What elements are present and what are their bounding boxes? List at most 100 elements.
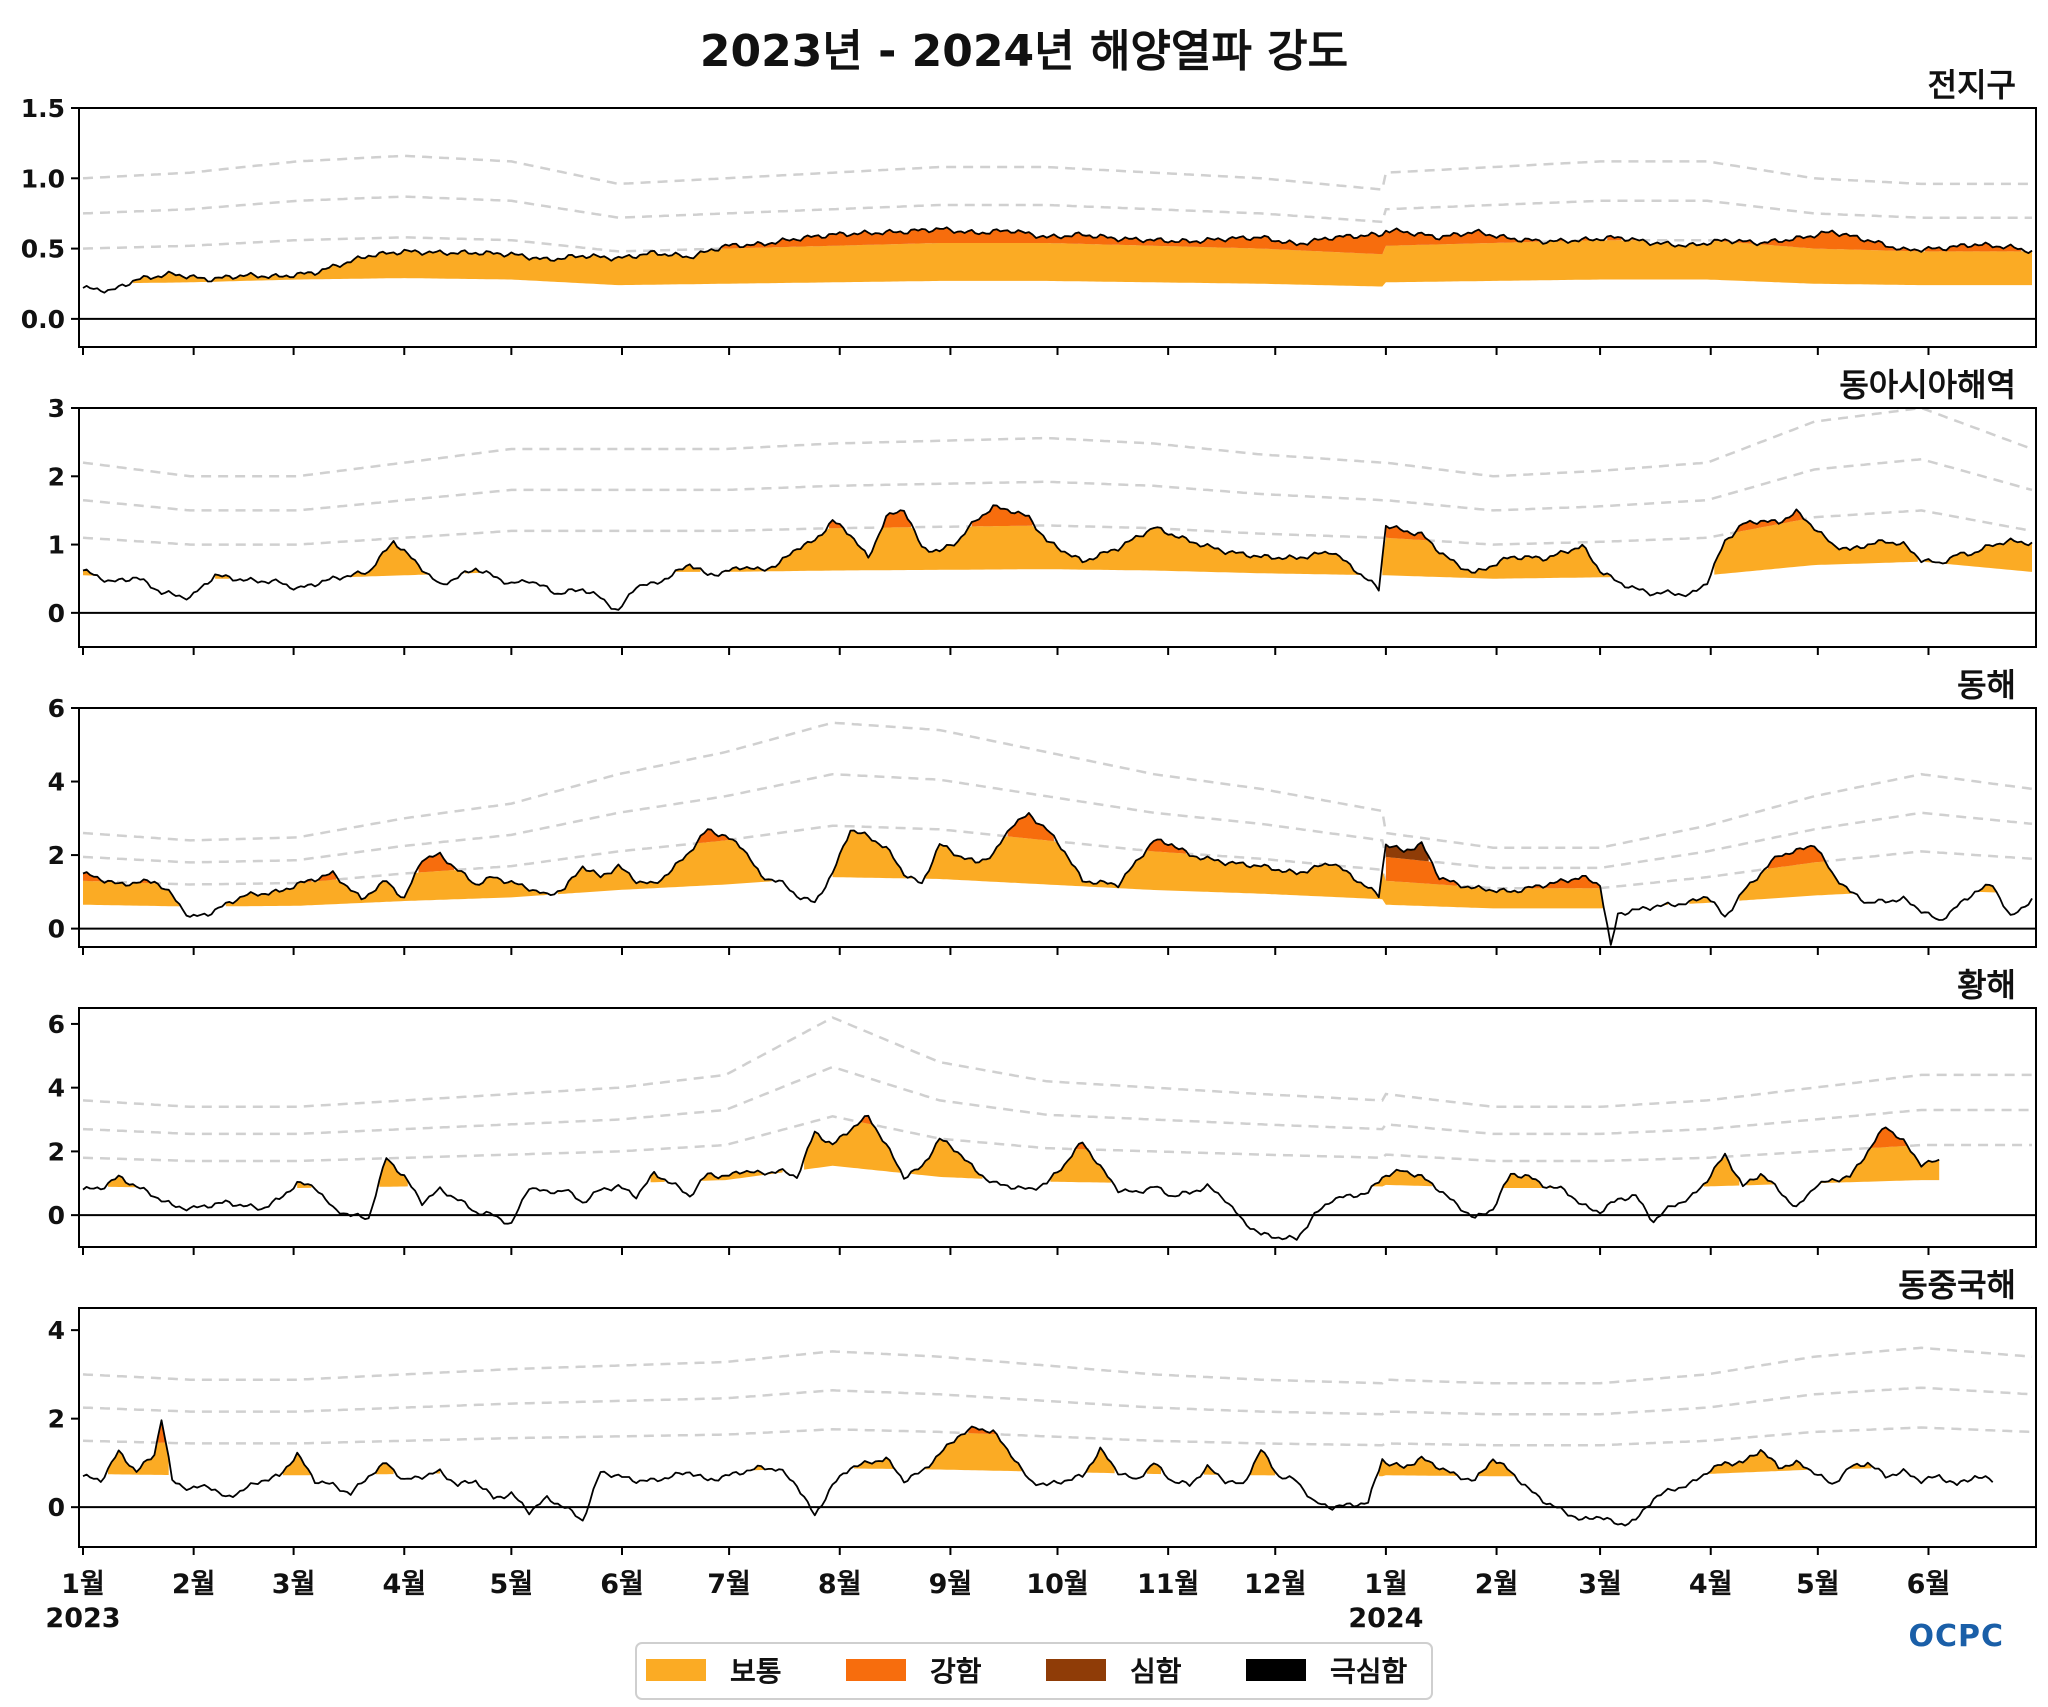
- band-moderate: [1050, 1149, 1111, 1183]
- legend-label: 보통: [730, 1655, 782, 1688]
- band-moderate: [925, 1433, 1022, 1472]
- threshold-x3-line: [82, 772, 2033, 870]
- band-strong: [722, 227, 1540, 255]
- ocpc-logo: OCPC: [1908, 1619, 2004, 1654]
- chart-legend: 보통 강함 심함 극심함: [635, 1642, 1433, 1700]
- threshold-x3-line: [82, 457, 2033, 512]
- band-strong: [1735, 509, 1804, 533]
- x-tick-label: 6월: [1907, 1569, 1951, 1600]
- x-tick-label: 1월: [1364, 1569, 1408, 1600]
- band-moderate: [1850, 1462, 1872, 1469]
- band-strong: [158, 1420, 166, 1443]
- threshold-x3-line: [82, 195, 2032, 224]
- band-strong: [318, 871, 337, 882]
- legend-swatch: [1246, 1659, 1306, 1681]
- panel-frame: [78, 1007, 2037, 1248]
- band-strong: [1760, 230, 1918, 252]
- threshold-x2-line: [82, 1115, 2032, 1163]
- y-tick-label: 2: [48, 1137, 65, 1166]
- threshold-x3-line: [82, 1065, 2032, 1136]
- band-strong: [1924, 242, 2022, 252]
- intensity-line: [82, 504, 2033, 611]
- band-moderate: [133, 240, 2032, 287]
- band-strong: [882, 510, 912, 528]
- intensity-line: [82, 812, 2033, 946]
- legend-swatch: [1046, 1659, 1106, 1681]
- band-moderate: [108, 1175, 137, 1188]
- band-moderate: [832, 830, 915, 879]
- band-moderate: [1382, 537, 1611, 579]
- legend-swatch: [646, 1659, 706, 1681]
- panel-4: 0 2 4 6 황해: [48, 966, 2037, 1255]
- x-tick-label: 5월: [1796, 1569, 1840, 1600]
- panel-frame: [78, 707, 2037, 948]
- y-tick-label: 0.5: [21, 235, 65, 264]
- y-tick-label: 0: [48, 599, 65, 628]
- band-strong: [1007, 812, 1054, 842]
- panel-title: 동해: [1957, 666, 2016, 704]
- band-moderate: [700, 1169, 783, 1181]
- band-strong: [1385, 856, 1458, 886]
- band-moderate: [225, 870, 548, 907]
- threshold-x4-line: [82, 406, 2033, 478]
- band-moderate: [925, 836, 1604, 909]
- chart-panels: 0.0 0.5 1.0 1.5 전지구 0 1 2 3 동아시아해역 0 2 4 6 동해 0 2 4 6 황해 0 2 4…: [21, 66, 2037, 1555]
- panel-title: 전지구: [1928, 66, 2016, 104]
- band-moderate: [464, 568, 480, 574]
- band-strong: [418, 852, 455, 873]
- y-tick-label: 0: [48, 915, 65, 944]
- band-moderate: [1707, 1449, 1808, 1474]
- threshold-x4-line: [82, 1346, 2033, 1385]
- y-tick-label: 2: [48, 462, 65, 491]
- y-tick-label: 0: [48, 1493, 65, 1522]
- panel-1: 0.0 0.5 1.0 1.5 전지구: [21, 66, 2037, 355]
- band-moderate: [1478, 1459, 1515, 1477]
- band-moderate: [347, 540, 430, 578]
- band-strong: [1767, 845, 1825, 869]
- y-tick-label: 0: [48, 1201, 65, 1230]
- y-tick-label: 6: [48, 1010, 65, 1039]
- x-tick-label: 5월: [490, 1569, 534, 1600]
- legend-label: 극심함: [1330, 1655, 1408, 1688]
- threshold-x4-line: [82, 154, 2032, 191]
- band-strong: [1525, 875, 1601, 889]
- band-moderate: [557, 839, 772, 895]
- band-moderate: [1714, 519, 1918, 575]
- y-tick-label: 1: [48, 531, 65, 560]
- panel-frame: [78, 107, 2037, 348]
- panel-frame: [78, 1307, 2037, 1548]
- y-tick-label: 4: [48, 1316, 65, 1345]
- band-strong: [1582, 237, 1590, 241]
- band-moderate: [1703, 1156, 1740, 1187]
- panel-5: 0 2 4 동중국해: [48, 1266, 2037, 1555]
- band-moderate: [1503, 1173, 1561, 1188]
- panel-2: 0 1 2 3 동아시아해역: [48, 366, 2037, 655]
- x-tick-label: 11월: [1137, 1569, 1199, 1600]
- panel-title: 동아시아해역: [1839, 366, 2016, 404]
- band-moderate: [1739, 861, 1854, 901]
- x-tick-label: 1월: [61, 1569, 105, 1600]
- threshold-x2-line: [82, 509, 2033, 546]
- band-moderate: [725, 525, 1361, 575]
- band-moderate: [83, 880, 180, 907]
- band-moderate: [1250, 1450, 1276, 1476]
- threshold-x4-line: [82, 1016, 2032, 1109]
- band-moderate: [108, 1442, 169, 1475]
- x-tick-label: 6월: [600, 1569, 644, 1600]
- x-tick-label: 10월: [1026, 1569, 1088, 1600]
- panel-3: 0 2 4 6 동해: [48, 666, 2037, 955]
- x-tick-label: 3월: [272, 1569, 316, 1600]
- y-tick-label: 1.0: [21, 164, 65, 193]
- band-moderate: [1746, 1173, 1775, 1186]
- band-moderate: [911, 1138, 983, 1179]
- band-moderate: [379, 1158, 408, 1187]
- band-moderate: [83, 569, 98, 576]
- x-tick-label: 4월: [382, 1569, 426, 1600]
- panel-title: 황해: [1957, 966, 2016, 1004]
- y-tick-label: 6: [48, 694, 65, 723]
- x-tick-label: 12월: [1244, 1569, 1306, 1600]
- band-moderate: [1086, 1447, 1115, 1474]
- x-tick-label: 2월: [1475, 1569, 1519, 1600]
- x-tick-label: 2월: [172, 1569, 216, 1600]
